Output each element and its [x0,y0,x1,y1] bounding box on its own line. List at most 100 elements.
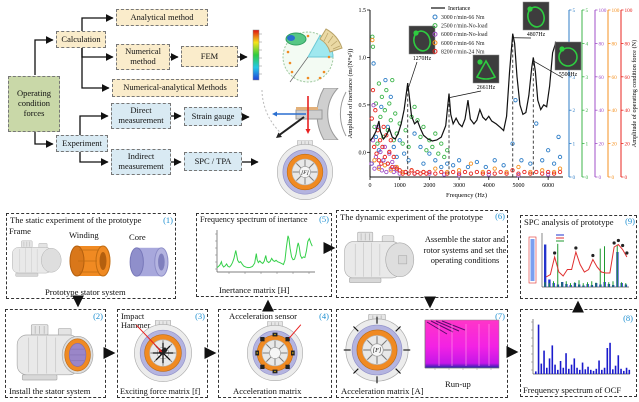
svg-text:5000: 5000 [512,183,524,189]
box7-caption: Acceleration matrix [A] [341,386,424,396]
stator-install-image [12,318,102,388]
svg-text:2: 2 [586,108,589,114]
svg-text:5: 5 [573,8,576,14]
flow-box-indirect-measurement: Indirect measurement [111,149,171,175]
process-box-8: (8) Frequency spectrum of OCF [520,309,637,397]
acceleration-matrix-stator-image: [F] [343,314,411,384]
frame-image [12,240,62,277]
impact-hammer-label: Impact Hammer [121,312,151,331]
svg-text:4000: 4000 [483,183,495,189]
winding-label: Winding [69,230,99,240]
box9-number: (9) [625,216,635,226]
svg-text:3: 3 [586,75,589,81]
box6-number: (6) [495,211,505,221]
svg-text:6000 r/min-66 Nm: 6000 r/min-66 Nm [441,41,485,47]
impact-hammer-stator-image [133,320,193,383]
box9-title: SPC analysis of prototype [524,217,614,227]
fem-result-image [252,28,343,83]
process-box-1: The static experiment of the prototype (… [6,213,176,299]
winding-image [69,245,111,277]
svg-text:1270Hz: 1270Hz [413,56,432,62]
svg-text:20: 20 [599,142,605,148]
svg-text:1: 1 [573,142,576,148]
process-box-3: (3) Impact Hammer Exciting force matrix … [117,309,208,398]
svg-text:Amplitude of inertance (m/(N*s: Amplitude of inertance (m/(N*s²)) [347,49,354,139]
svg-text:Amplitude of operating conditi: Amplitude of operating condition force (… [631,40,638,147]
box7-center-force-label: [F] [373,347,382,354]
box8-caption: Frequency spectrum of OCF [523,385,622,395]
box6-title: The dynamic experiment of the prototype [340,212,483,222]
svg-text:0: 0 [573,175,576,181]
svg-text:2000: 2000 [423,183,435,189]
svg-text:1.0: 1.0 [359,55,367,61]
svg-text:6000: 6000 [542,183,554,189]
svg-text:40: 40 [625,108,631,114]
flow-box-numerical-method: Numerical method [116,44,170,70]
box3-caption: Exciting force matrix [f] [120,387,201,396]
flow-label-direct: Direct measurement [118,105,164,125]
flow-label-indirect: Indirect measurement [118,151,164,171]
box8-number: (8) [623,313,633,323]
process-box-5: Frequency spectrum of inertance (5) Iner… [196,213,332,297]
flow-box-calculation: Calculation [56,31,106,48]
flow-label-numerical: Numerical method [125,46,161,66]
box7-number: (7) [495,311,505,321]
process-box-7: (7) [F] Acceleration matrix [A] Run-up [336,309,508,398]
box5-title: Frequency spectrum of inertance [200,215,308,224]
svg-text:5: 5 [586,8,589,14]
svg-text:100: 100 [612,8,620,14]
inertance-ocf-chart: 0.00.51.01.50 1000 2000 3000 4000 5000 6000Fre… [347,1,638,199]
flow-label-strain-gauge: Strain gauge [191,110,235,121]
flow-label-fem: FEM [200,50,219,61]
svg-text:8200 r/min-24 Nm: 8200 r/min-24 Nm [441,49,485,55]
flow-label-analytical: Analytical method [130,11,194,22]
flow-box-direct-measurement: Direct measurement [111,103,171,129]
svg-text:0.0: 0.0 [359,150,367,156]
svg-text:3: 3 [573,75,576,81]
motor-cross-section-image: [F] [276,140,334,201]
svg-text:0: 0 [612,175,615,181]
flow-label-calculation: Calculation [61,33,101,44]
svg-text:60: 60 [612,75,618,81]
spc-analysis-mini-chart [528,233,629,288]
svg-text:2661Hz: 2661Hz [477,85,496,91]
svg-text:0: 0 [586,175,589,181]
acceleration-sensor-stator-image [246,321,304,382]
process-box-9: SPC analysis of prototype (9) [520,215,637,299]
flow-label-numerical-analytical: Numerical-analytical Methods [123,82,227,93]
assembled-motor-image [344,231,415,283]
box2-number: (2) [93,311,103,321]
strain-gauge-image [261,88,347,140]
flow-box-experiment: Experiment [56,135,108,152]
box1-title: The static experiment of the prototype [10,215,142,225]
core-image [129,247,169,277]
flow-box-spc-tpa: SPC / TPA [184,152,242,171]
svg-text:100: 100 [599,8,607,14]
box4-title: Acceleration sensor [229,311,298,321]
svg-text:3000: 3000 [453,183,465,189]
svg-text:6000 r/min-No-load: 6000 r/min-No-load [441,32,488,38]
flow-box-strain-gauge: Strain gauge [184,107,242,126]
svg-text:0: 0 [369,183,372,189]
box1-caption: Prototype stator system [45,287,126,297]
svg-text:0: 0 [625,175,628,181]
svg-text:1: 1 [586,142,589,148]
flow-box-fem: FEM [181,46,238,67]
svg-text:80: 80 [625,41,631,47]
runup-spectrogram-image [424,319,500,370]
svg-text:0: 0 [599,175,602,181]
box5-number: (5) [319,214,329,224]
svg-text:1.5: 1.5 [359,8,367,14]
box6-text: Assemble the stator and rotor systems an… [423,235,507,265]
process-box-6: The dynamic experiment of the prototype … [336,210,508,298]
process-box-2: (2) Install the stator system [5,309,106,398]
core-label: Core [129,232,146,242]
svg-text:4: 4 [586,41,589,47]
svg-text:80: 80 [599,41,605,47]
runup-label: Run-up [445,379,471,389]
svg-text:2: 2 [573,108,576,114]
svg-text:40: 40 [612,108,618,114]
svg-text:60: 60 [599,75,605,81]
box5-caption: Inertance matrix [H] [219,285,290,295]
